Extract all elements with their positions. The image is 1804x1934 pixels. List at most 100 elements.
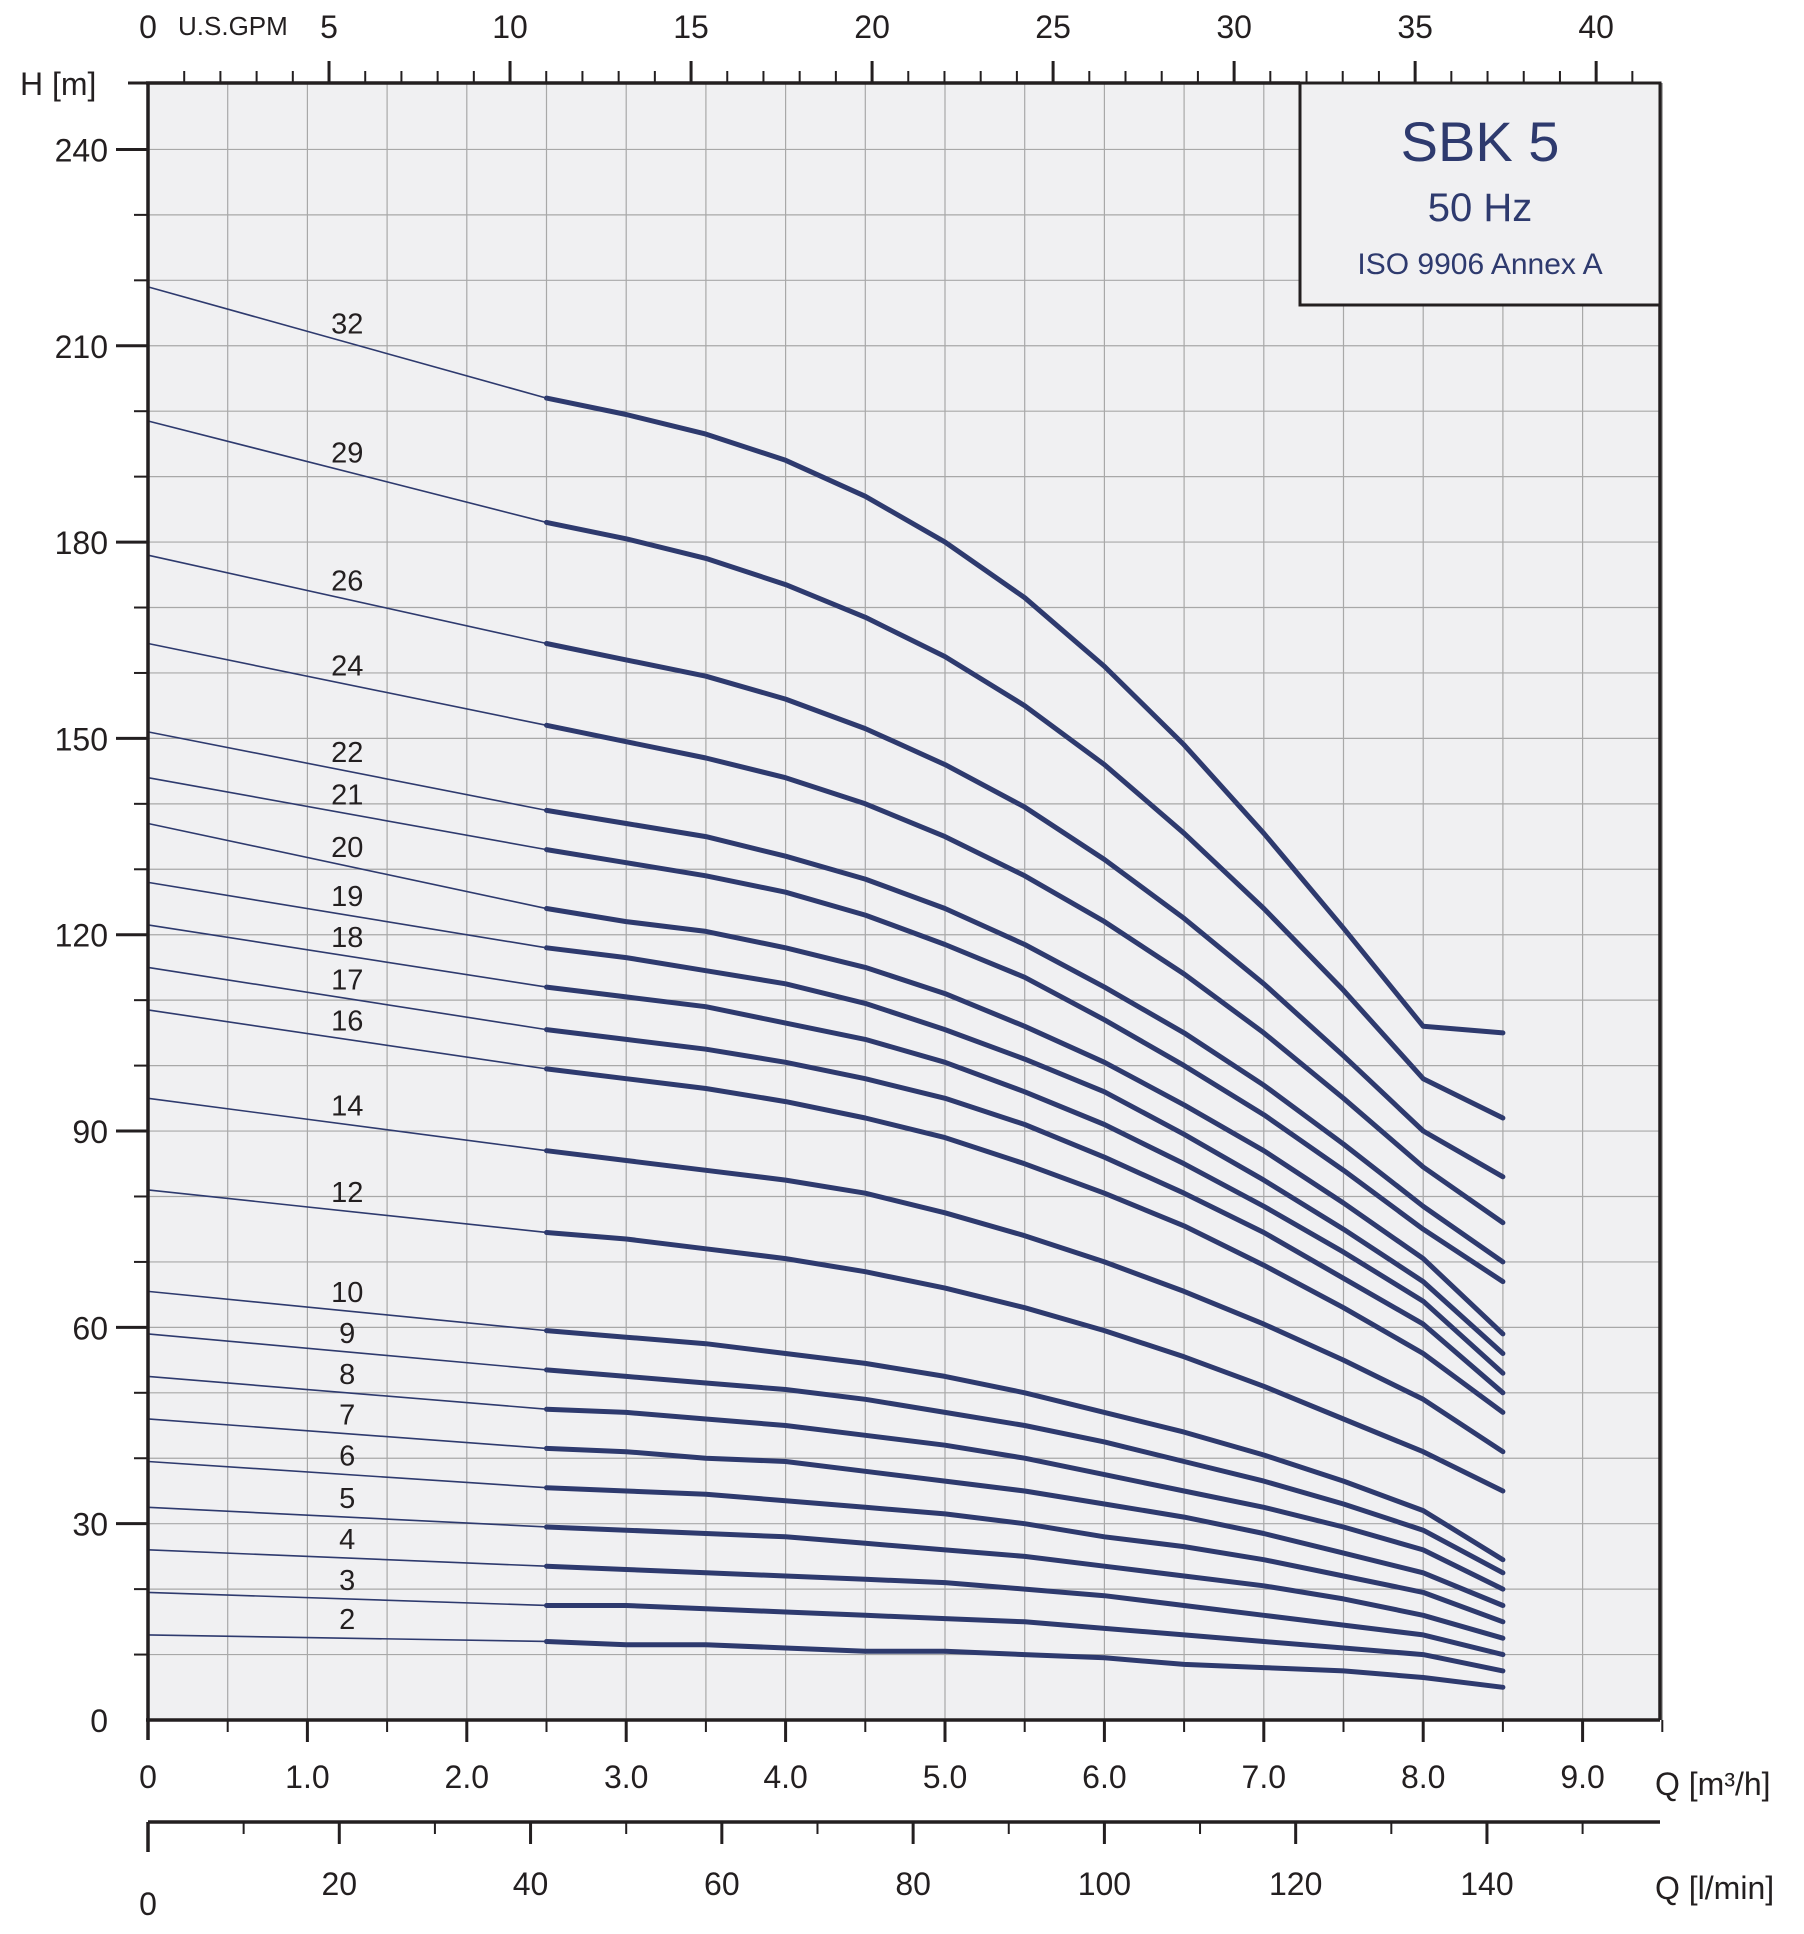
gpm-tick-label: 10 [492,9,528,45]
series-9-curve [544,1367,1506,1576]
series-7-extension [147,1418,547,1450]
series-12-curve [544,1230,1506,1494]
y-axis-label: H [m] [20,66,96,102]
series-29-curve [544,519,1506,1121]
y-tick-label: 30 [72,1507,108,1543]
series-curves [544,395,1506,1690]
series-6-extension [147,1460,547,1489]
series-26-curve [544,641,1506,1180]
series-label-24: 24 [331,650,363,682]
series-24-extension [147,642,547,727]
series-label-2: 2 [339,1604,355,1636]
lmin-tick-label: 140 [1460,1866,1513,1902]
series-label-12: 12 [331,1177,363,1209]
series-21-curve [544,847,1506,1285]
gpm-tick-label: 15 [673,9,709,45]
chart-note: ISO 9906 Annex A [1357,248,1602,281]
legend-frame [1298,81,1662,307]
y-tick-label: 120 [55,918,108,954]
series-22-extension [147,731,547,812]
series-18-extension [147,924,547,988]
gpm-tick-label: 30 [1216,9,1252,45]
x2-axis-label: Q [l/min] [1655,1870,1774,1906]
series-7-curve [544,1445,1506,1608]
series-6-curve [544,1485,1506,1625]
series-29-extension [147,420,547,524]
x-tick-label: 6.0 [1082,1759,1126,1795]
x-tick-label: 7.0 [1242,1759,1286,1795]
series-5-curve [544,1524,1506,1641]
lmin-tick-label: 0 [139,1886,157,1922]
x3-axis-label: U.S.GPM [178,11,288,41]
y-tick-label: 180 [55,525,108,561]
series-label-26: 26 [331,565,363,597]
series-16-curve [544,1066,1506,1415]
series-22-curve [544,807,1506,1265]
series-19-curve [544,945,1506,1356]
x-tick-label: 1.0 [285,1759,329,1795]
series-label-10: 10 [331,1277,363,1309]
lmin-tick-label: 60 [704,1866,740,1902]
series-label-7: 7 [339,1400,355,1432]
series-8-curve [544,1406,1506,1592]
series-5-extension [147,1506,547,1528]
gpm-tick-label: 0 [139,9,157,45]
series-16-extension [147,1009,547,1070]
y-tick-label: 60 [72,1310,108,1346]
series-3-extension [147,1591,547,1607]
series-label-21: 21 [331,780,363,812]
y-tick-label: 0 [90,1703,108,1739]
y-tick-label: 210 [55,329,108,365]
series-label-18: 18 [331,922,363,954]
series-19-extension [147,881,547,949]
series-3-curve [544,1603,1506,1674]
series-label-6: 6 [339,1441,355,1473]
lmin-tick-label: 80 [895,1866,931,1902]
chart-subtitle: 50 Hz [1428,186,1533,230]
series-label-9: 9 [339,1318,355,1350]
series-9-extension [147,1333,547,1371]
x-axis-label: Q [m³/h] [1655,1766,1771,1802]
series-8-extension [147,1375,547,1410]
x-tick-label: 3.0 [604,1759,648,1795]
series-label-22: 22 [331,737,363,769]
series-label-32: 32 [331,308,363,340]
series-12-extension [147,1189,547,1234]
lmin-tick-label: 40 [513,1866,549,1902]
x-tick-label: 0 [139,1759,157,1795]
series-label-20: 20 [331,832,363,864]
series-2-curve [544,1639,1506,1690]
series-10-curve [544,1328,1506,1563]
x-tick-label: 5.0 [923,1759,967,1795]
x-tick-label: 4.0 [763,1759,807,1795]
y-tick-label: 150 [55,721,108,757]
series-2-extension [147,1634,547,1643]
y-tick-label: 90 [72,1114,108,1150]
series-32-extension [147,286,547,399]
series-24-curve [544,722,1506,1226]
series-label-4: 4 [339,1524,355,1556]
series-14-extension [147,1097,547,1152]
series-label-8: 8 [339,1359,355,1391]
series-label-29: 29 [331,438,363,470]
lmin-tick-label: 20 [321,1866,357,1902]
gpm-tick-label: 25 [1035,9,1071,45]
series-4-curve [544,1563,1506,1658]
series-17-curve [544,1027,1506,1396]
gpm-tick-label: 5 [320,9,338,45]
series-17-extension [147,966,547,1031]
legend-box: SBK 5 50 Hz ISO 9906 Annex A [1298,81,1662,307]
series-20-extension [147,822,547,910]
shutoff-extension-lines [147,286,547,1643]
chart-title: SBK 5 [1401,110,1560,173]
series-label-5: 5 [339,1483,355,1515]
series-10-extension [147,1290,547,1332]
lmin-tick-label: 120 [1269,1866,1322,1902]
series-26-extension [147,554,547,645]
series-label-16: 16 [331,1005,363,1037]
series-32-curve [544,395,1506,1036]
gpm-tick-label: 20 [854,9,890,45]
series-21-extension [147,776,547,851]
